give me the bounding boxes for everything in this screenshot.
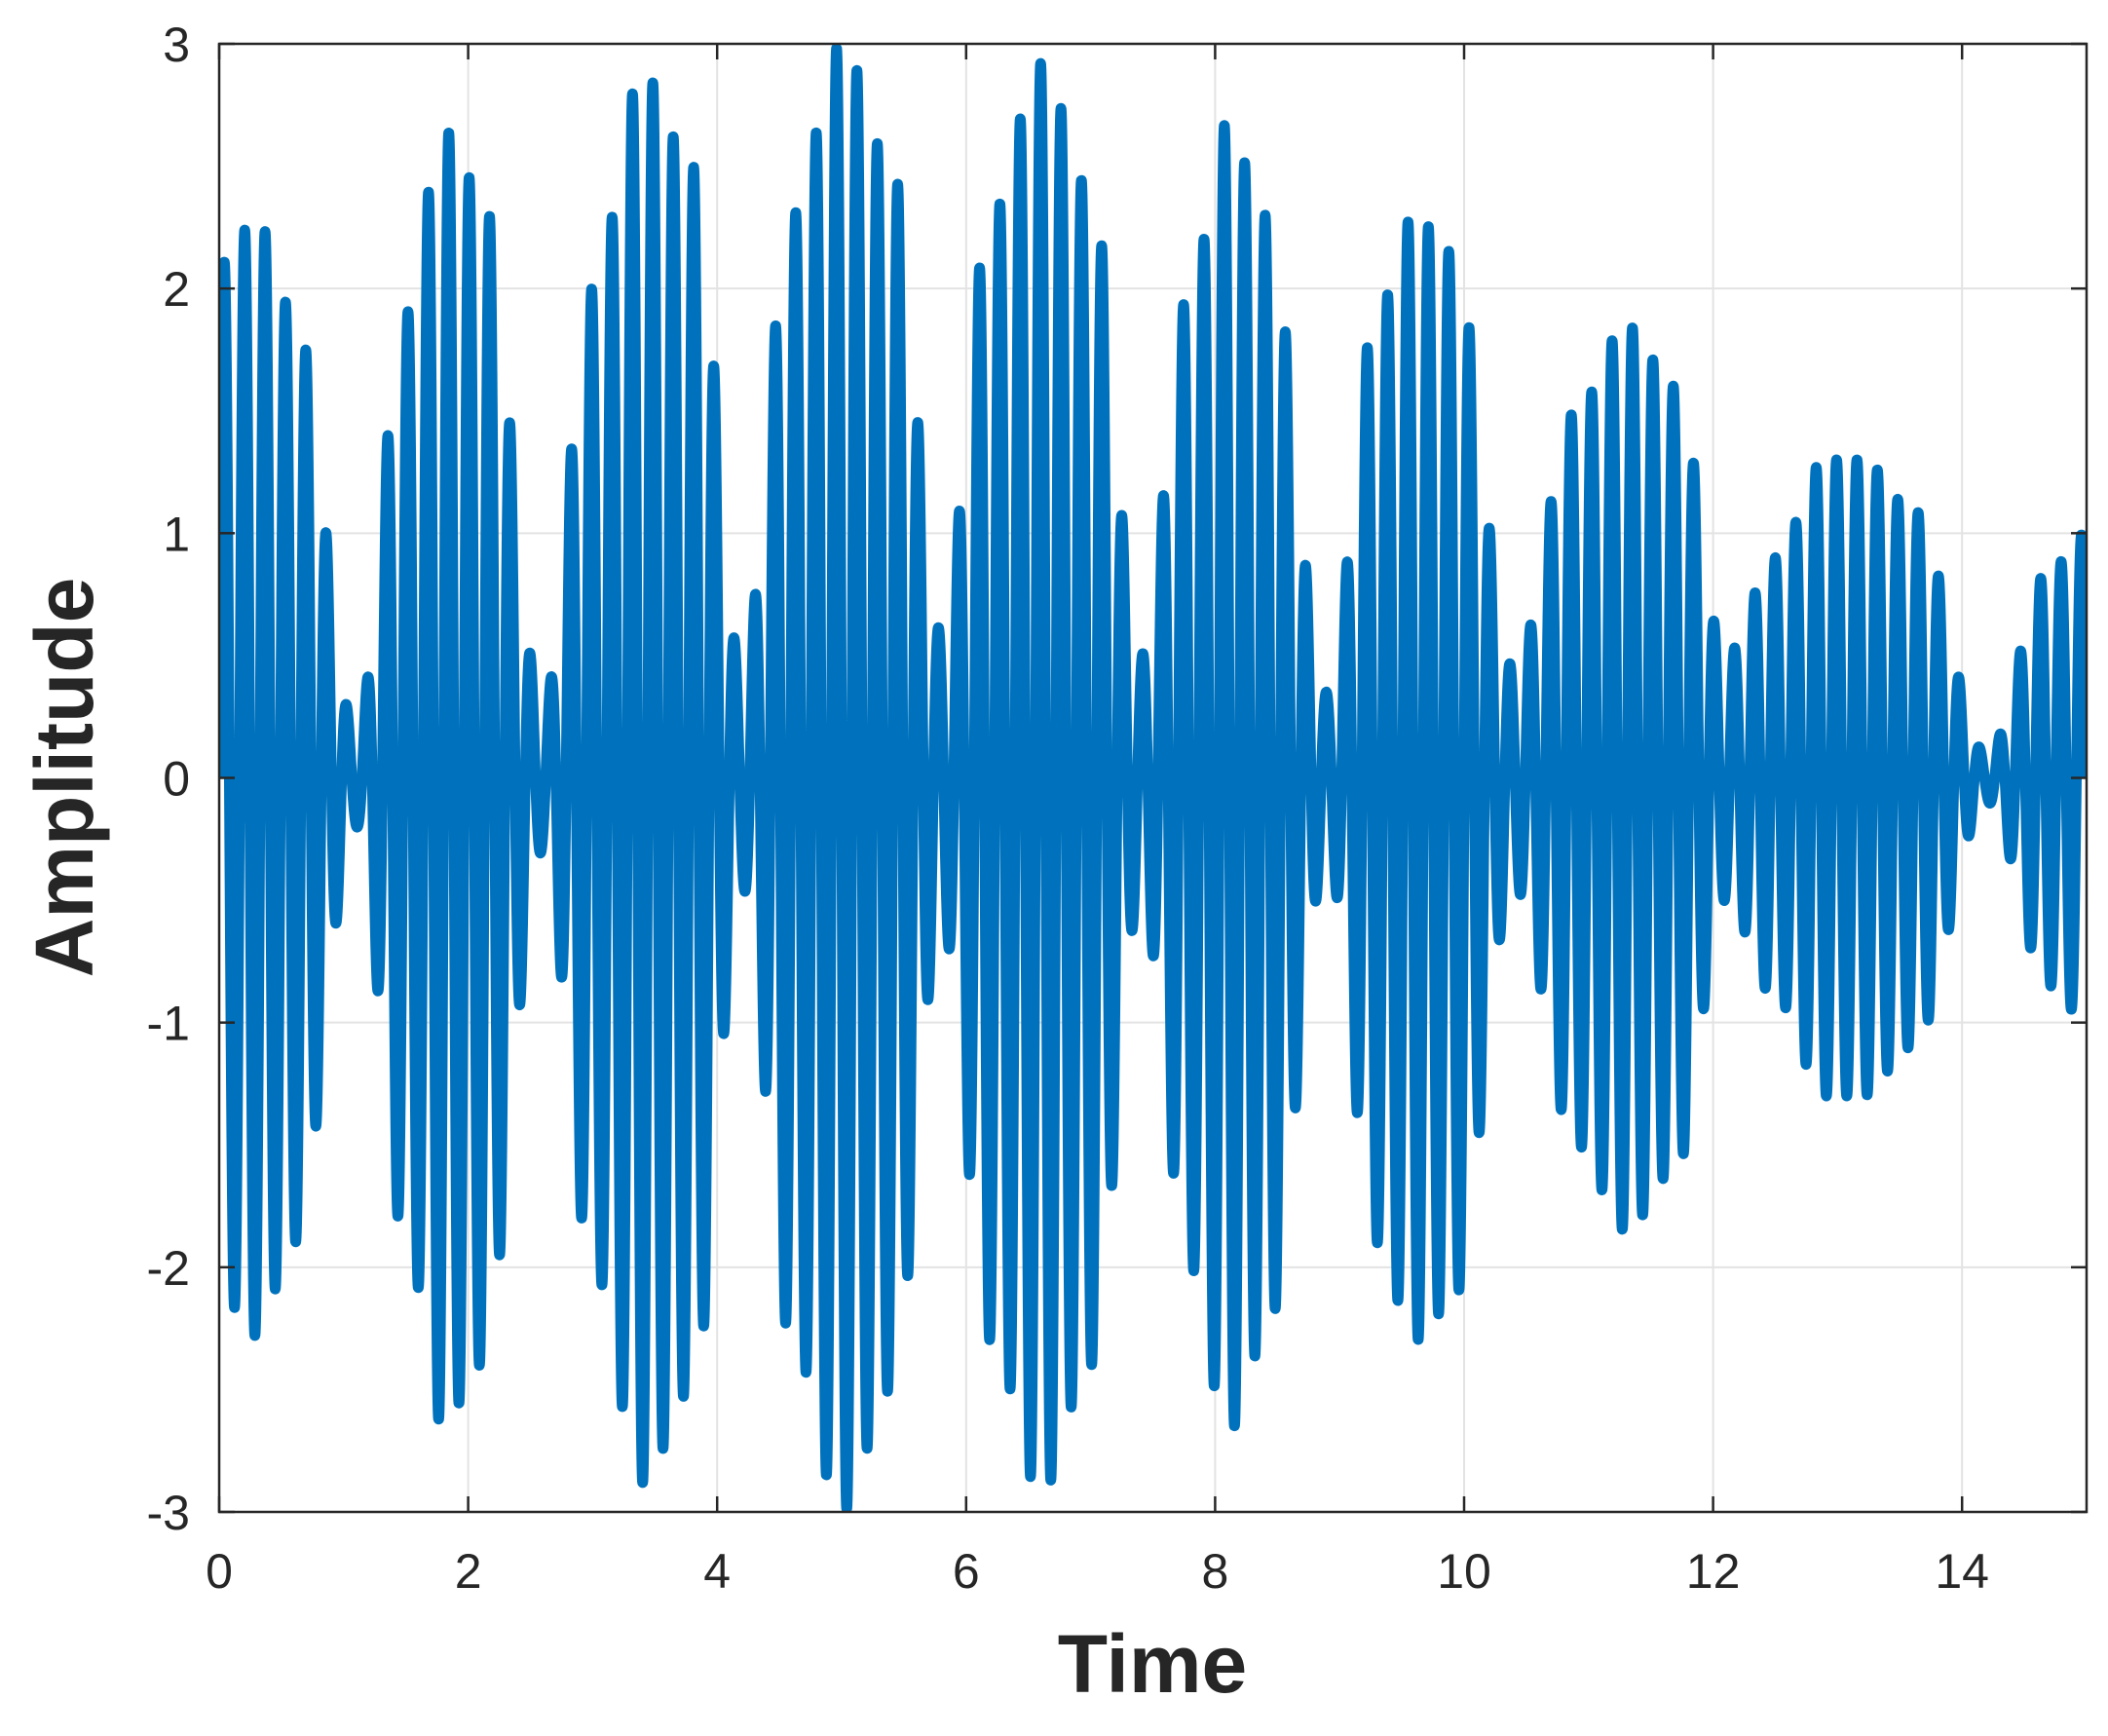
x-tick-label: 4 [703,1544,731,1599]
y-tick-label: 2 [163,262,190,317]
x-tick-labels: 0 2 4 6 8 10 12 14 [206,1544,1989,1599]
x-tick-label: 2 [455,1544,482,1599]
y-tick-label: 0 [163,752,190,807]
amplitude-series-path [219,44,2087,1512]
x-tick-label: 6 [953,1544,980,1599]
y-tick-labels: -3 -2 -1 0 1 2 3 [147,18,190,1540]
series-line [219,44,2087,1512]
y-tick-label: -3 [147,1486,190,1540]
tick-marks [217,42,2087,1514]
x-tick-label: 8 [1201,1544,1228,1599]
x-tick-label: 0 [206,1544,233,1599]
x-tick-label: 12 [1686,1544,1741,1599]
y-axis-title: Amplitude [19,578,110,978]
y-tick-label: 1 [163,507,190,561]
y-tick-label: -2 [147,1241,190,1296]
x-tick-label: 10 [1437,1544,1491,1599]
y-tick-label: 3 [163,18,190,72]
y-tick-label: -1 [147,997,190,1051]
x-tick-label: 14 [1935,1544,1989,1599]
x-axis-title: Time [1058,1618,1248,1710]
